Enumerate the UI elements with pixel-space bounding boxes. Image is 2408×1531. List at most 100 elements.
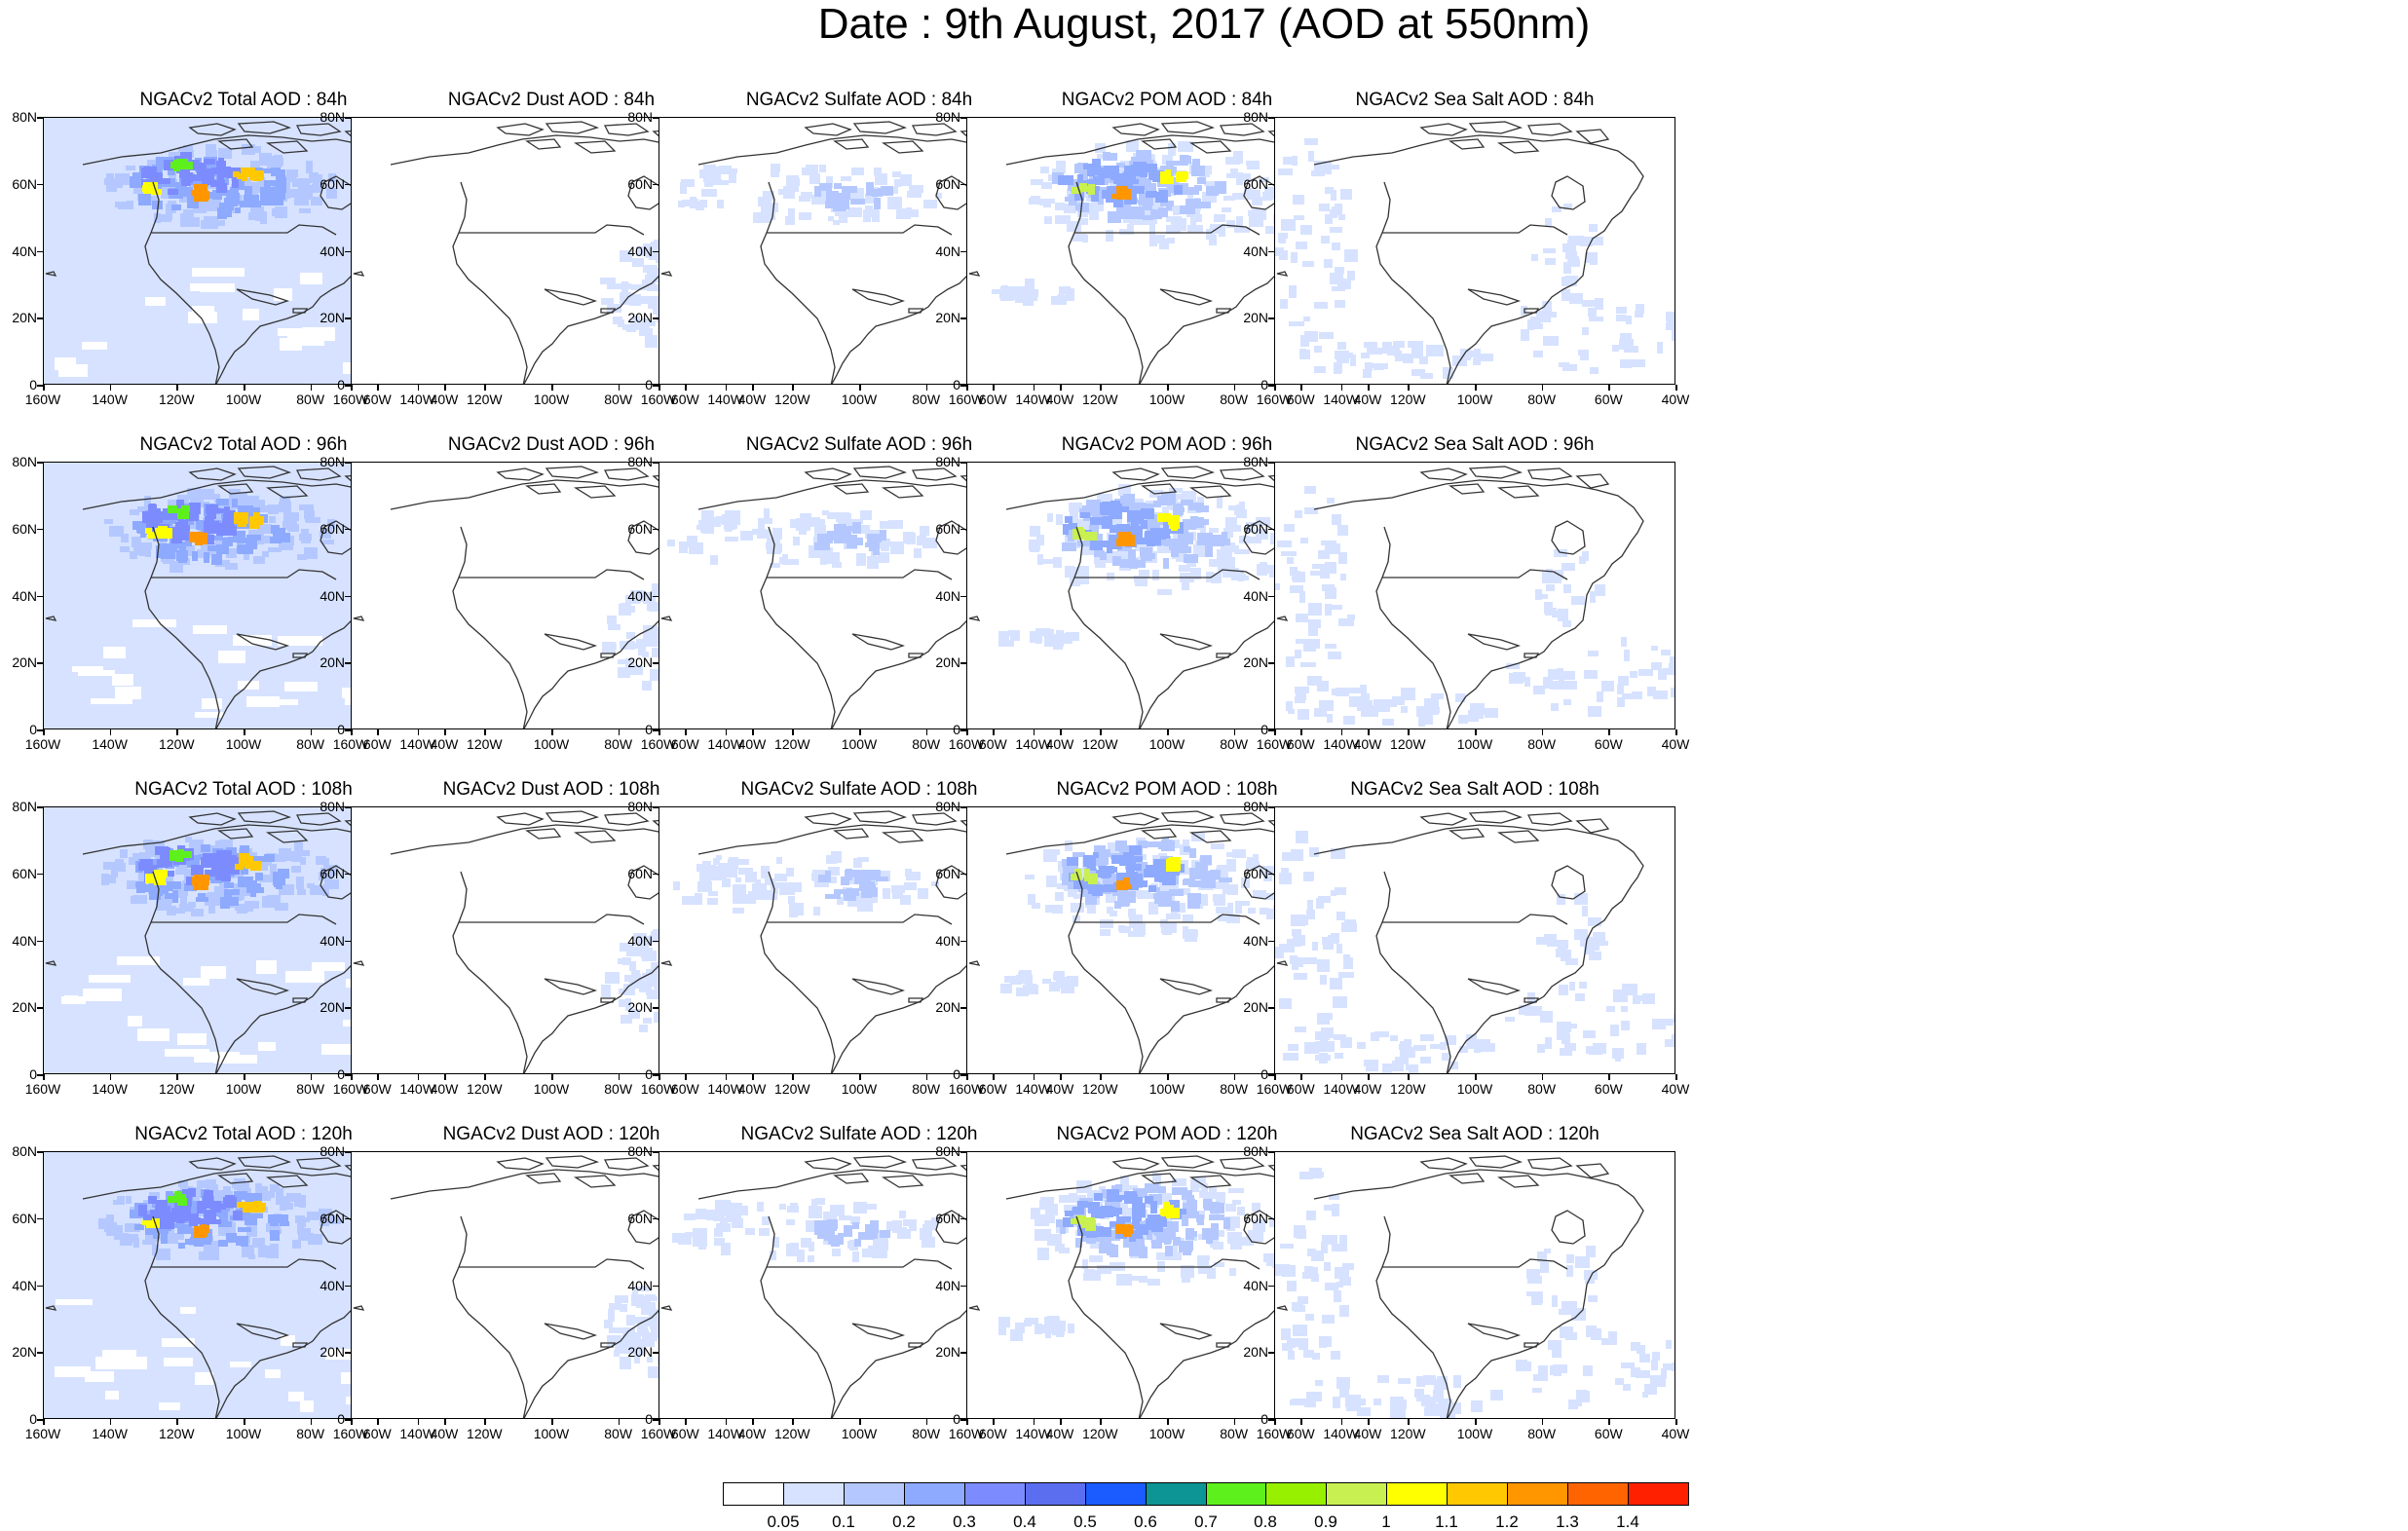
latitude-tick	[653, 729, 658, 731]
longitude-tick	[1340, 729, 1343, 735]
longitude-tick	[1033, 1419, 1035, 1425]
latitude-tick	[960, 528, 966, 531]
longitude-label: 100W	[1148, 1081, 1185, 1097]
longitude-tick	[444, 385, 446, 391]
longitude-label: 40W	[430, 1081, 459, 1097]
longitude-label: 100W	[225, 1081, 262, 1097]
longitude-tick	[1541, 729, 1544, 735]
latitude-tick	[1268, 1285, 1274, 1287]
longitude-tick	[966, 1074, 968, 1080]
longitude-tick	[417, 385, 420, 391]
longitude-tick	[752, 1074, 754, 1080]
longitude-label: 60W	[1286, 1081, 1315, 1097]
longitude-tick	[484, 1419, 486, 1425]
latitude-label: 80N	[627, 1143, 653, 1159]
colorbar-swatch	[723, 1482, 784, 1506]
longitude-tick	[1608, 729, 1610, 735]
latitude-tick	[653, 662, 658, 664]
longitude-label: 140W	[399, 1081, 435, 1097]
longitude-tick	[859, 1074, 861, 1080]
longitude-label: 40W	[1661, 392, 1690, 407]
longitude-tick	[244, 385, 245, 391]
colorbar-swatch	[904, 1482, 965, 1506]
latitude-label: 60N	[935, 520, 960, 537]
latitude-tick	[1268, 1074, 1274, 1076]
longitude-tick	[1408, 1419, 1410, 1425]
longitude-label: 100W	[1148, 1426, 1185, 1441]
longitude-label: 60W	[670, 1426, 699, 1441]
longitude-label: 40W	[1045, 736, 1074, 752]
panel-title: NGACv2 POM AOD : 120h	[1056, 1124, 1278, 1144]
longitude-tick	[1300, 1074, 1302, 1080]
latitude-tick	[960, 1285, 966, 1287]
latitude-tick	[960, 940, 966, 942]
longitude-label: 40W	[1661, 1081, 1690, 1097]
longitude-tick	[1100, 729, 1102, 735]
longitude-tick	[377, 729, 379, 735]
latitude-tick	[37, 1285, 43, 1287]
longitude-tick	[1475, 1074, 1477, 1080]
panel-title: NGACv2 Sulfate AOD : 84h	[745, 90, 973, 110]
panel-title: NGACv2 Sulfate AOD : 120h	[740, 1124, 978, 1144]
latitude-label: 60N	[627, 175, 653, 192]
longitude-label: 40W	[1045, 1081, 1074, 1097]
latitude-tick	[345, 940, 351, 942]
longitude-label: 60W	[670, 736, 699, 752]
latitude-tick	[960, 250, 966, 252]
latitude-label: 0	[29, 722, 37, 737]
longitude-tick	[725, 1419, 728, 1425]
latitude-label: 60N	[12, 520, 37, 537]
latitude-tick	[345, 873, 351, 876]
latitude-tick	[37, 1352, 43, 1354]
latitude-tick	[345, 1151, 351, 1153]
longitude-label: 100W	[1456, 1426, 1493, 1441]
latitude-tick	[653, 1419, 658, 1421]
longitude-label: 40W	[1045, 1426, 1074, 1441]
longitude-label: 160W	[640, 1081, 677, 1097]
longitude-tick	[1274, 1074, 1276, 1080]
latitude-label: 80N	[1243, 454, 1268, 469]
longitude-label: 100W	[1456, 736, 1493, 752]
longitude-tick	[993, 1419, 995, 1425]
colorbar-label: 0.9	[1314, 1512, 1337, 1531]
longitude-tick	[993, 729, 995, 735]
longitude-label: 120W	[1390, 1426, 1426, 1441]
colorbar-label: 0.7	[1194, 1512, 1218, 1531]
map-plot-area	[1274, 117, 1675, 385]
map-panel-seasalt-3: NGACv2 Sea Salt AOD : 108h 80N 60N 40N 20N 0 1…	[1231, 779, 1689, 1096]
latitude-label: 80N	[627, 799, 653, 814]
longitude-label: 160W	[332, 1426, 369, 1441]
longitude-label: 100W	[1456, 1081, 1493, 1097]
colorbar-swatch	[1326, 1482, 1387, 1506]
longitude-tick	[43, 729, 45, 735]
longitude-tick	[551, 385, 553, 391]
longitude-tick	[1233, 385, 1236, 391]
map-panel-seasalt-4: NGACv2 Sea Salt AOD : 120h 80N 60N 40N 20N 0 1…	[1231, 1124, 1689, 1440]
latitude-label: 60N	[12, 1210, 37, 1226]
longitude-label: 140W	[1015, 392, 1051, 407]
longitude-tick	[618, 385, 621, 391]
panel-title: NGACv2 Total AOD : 120h	[134, 1124, 353, 1144]
latitude-label: 20N	[12, 1344, 37, 1361]
longitude-label: 80W	[604, 736, 633, 752]
latitude-label: 80N	[1243, 1143, 1268, 1159]
longitude-label: 40W	[1661, 1426, 1690, 1441]
latitude-label: 20N	[1243, 310, 1268, 326]
latitude-label: 40N	[1243, 1277, 1268, 1293]
longitude-tick	[1340, 1419, 1343, 1425]
longitude-tick	[792, 1419, 794, 1425]
latitude-label: 80N	[12, 799, 37, 814]
longitude-label: 160W	[332, 736, 369, 752]
longitude-label: 120W	[774, 736, 810, 752]
map-plot-area	[1274, 1151, 1675, 1419]
map-panel-seasalt-2: NGACv2 Sea Salt AOD : 96h 80N 60N 40N 20N 0 16…	[1231, 434, 1689, 751]
longitude-tick	[1475, 1419, 1477, 1425]
latitude-tick	[1268, 1419, 1274, 1421]
aod-field	[1275, 466, 1674, 728]
colorbar-swatch	[1265, 1482, 1327, 1506]
longitude-tick	[176, 1419, 178, 1425]
latitude-label: 0	[337, 377, 345, 392]
latitude-label: 0	[645, 1411, 653, 1427]
colorbar-swatch	[1628, 1482, 1689, 1506]
latitude-label: 80N	[320, 799, 345, 814]
